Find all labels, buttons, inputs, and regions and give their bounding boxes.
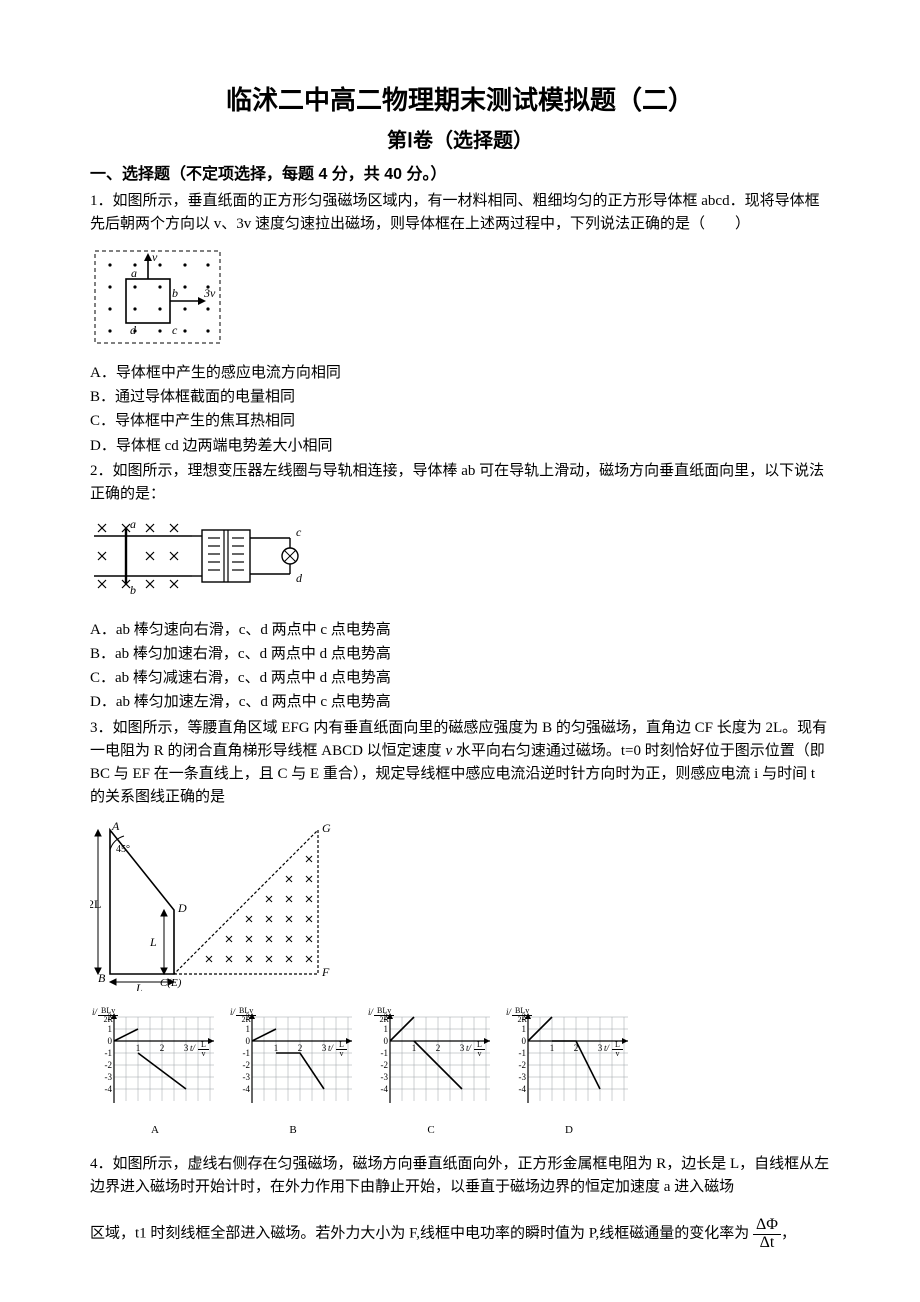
q1-opt-c: C．导体框中产生的焦耳热相同 <box>90 410 830 433</box>
svg-text:B: B <box>98 971 106 985</box>
svg-text:-3: -3 <box>519 1072 527 1082</box>
svg-text:-2: -2 <box>243 1060 251 1070</box>
svg-text:-4: -4 <box>381 1084 389 1094</box>
svg-text:3: 3 <box>598 1043 603 1053</box>
svg-text:1: 1 <box>274 1043 279 1053</box>
q1-figure: a b c d v 3v <box>90 243 830 356</box>
svg-text:45°: 45° <box>116 844 130 855</box>
q3-chart-b-label: B <box>289 1122 296 1139</box>
q2-opt-d: D．ab 棒匀加速左滑，c、d 两点中 c 点电势高 <box>90 691 830 714</box>
svg-text:0: 0 <box>384 1036 389 1046</box>
svg-text:3v: 3v <box>203 286 216 300</box>
svg-text:2: 2 <box>436 1043 441 1053</box>
svg-text:-3: -3 <box>381 1072 389 1082</box>
q3-chart-c-label: C <box>427 1122 434 1139</box>
svg-text:0: 0 <box>108 1036 113 1046</box>
q1-opt-b: B．通过导体框截面的电量相同 <box>90 386 830 409</box>
q1-options: A．导体框中产生的感应电流方向相同 B．通过导体框截面的电量相同 C．导体框中产… <box>90 362 830 458</box>
svg-text:-1: -1 <box>519 1048 527 1058</box>
svg-text:2: 2 <box>298 1043 303 1053</box>
q4-para2: 区域，t1 时刻线框全部进入磁场。若外力大小为 F,线框中电功率的瞬时值为 P,… <box>90 1217 830 1252</box>
svg-text:2L: 2L <box>90 897 101 911</box>
q2-opt-b: B．ab 棒匀加速右滑，c、d 两点中 d 点电势高 <box>90 643 830 666</box>
svg-text:a: a <box>130 517 136 531</box>
svg-text:0: 0 <box>522 1036 527 1046</box>
svg-text:d: d <box>130 323 137 337</box>
svg-text:3: 3 <box>184 1043 189 1053</box>
svg-text:2: 2 <box>574 1043 579 1053</box>
q4-para2-pre: 区域，t1 时刻线框全部进入磁场。若外力大小为 F,线框中电功率的瞬时值为 P,… <box>90 1226 749 1242</box>
svg-text:-2: -2 <box>105 1060 113 1070</box>
svg-text:3: 3 <box>322 1043 327 1053</box>
svg-text:v: v <box>152 250 158 264</box>
svg-text:2: 2 <box>160 1043 165 1053</box>
q4-frac-den: Δt <box>753 1235 781 1252</box>
svg-text:-4: -4 <box>105 1084 113 1094</box>
svg-text:-1: -1 <box>243 1048 251 1058</box>
q2-opt-a: A．ab 棒匀速向右滑，c、d 两点中 c 点电势高 <box>90 619 830 642</box>
svg-text:L: L <box>149 935 157 949</box>
q3-chart-d: 2 1 0 -1 -2 -3 -4 1 2 3 i/ BLv2R t/ Lv D <box>504 1007 634 1139</box>
svg-text:t/: t/ <box>604 1043 611 1053</box>
q1-opt-d: D．导体框 cd 边两端电势差大小相同 <box>90 435 830 458</box>
q4-fraction: ΔΦ Δt <box>753 1217 781 1252</box>
q4-para1: 4．如图所示，虚线右侧存在匀强磁场，磁场方向垂直纸面向外，正方形金属框电阻为 R… <box>90 1153 830 1200</box>
svg-text:c: c <box>172 323 178 337</box>
svg-text:-2: -2 <box>519 1060 527 1070</box>
q2-opt-c: C．ab 棒匀减速右滑，c、d 两点中 d 点电势高 <box>90 667 830 690</box>
q3-charts-row: 2 1 0 -1 -2 -3 -4 1 2 3 i/ BLv2R t/ Lv A <box>90 1007 830 1139</box>
svg-text:b: b <box>130 583 136 597</box>
svg-text:1: 1 <box>136 1043 141 1053</box>
q3-chart-d-label: D <box>565 1122 573 1139</box>
svg-text:-3: -3 <box>105 1072 113 1082</box>
svg-text:a: a <box>131 266 137 280</box>
q1-opt-a: A．导体框中产生的感应电流方向相同 <box>90 362 830 385</box>
q2-figure: a b c d <box>90 512 830 612</box>
svg-text:t/: t/ <box>328 1043 335 1053</box>
page-title: 临沭二中高二物理期末测试模拟题（二） <box>90 80 830 120</box>
svg-text:c: c <box>296 525 302 539</box>
svg-text:3: 3 <box>460 1043 465 1053</box>
svg-text:G: G <box>322 821 331 835</box>
svg-text:-1: -1 <box>105 1048 113 1058</box>
q3-chart-b: 2 1 0 -1 -2 -3 -4 1 2 3 i/ BLv2R t/ Lv B <box>228 1007 358 1139</box>
q4-frac-num: ΔΦ <box>753 1217 781 1235</box>
q3-chart-a: 2 1 0 -1 -2 -3 -4 1 2 3 i/ BLv2R t/ Lv A <box>90 1007 220 1139</box>
q3-chart-a-label: A <box>151 1122 159 1139</box>
paper-subtitle: 第Ⅰ卷（选择题） <box>90 126 830 157</box>
svg-text:-2: -2 <box>381 1060 389 1070</box>
q3-stem: 3．如图所示，等腰直角区域 EFG 内有垂直纸面向里的磁感应强度为 B 的匀强磁… <box>90 717 830 810</box>
q1-stem: 1．如图所示，垂直纸面的正方形匀强磁场区域内，有一材料相同、粗细均匀的正方形导体… <box>90 190 830 237</box>
section-1-heading: 一、选择题（不定项选择，每题 4 分，共 40 分。） <box>90 163 830 188</box>
svg-text:d: d <box>296 571 303 585</box>
svg-text:t/: t/ <box>466 1043 473 1053</box>
svg-text:-4: -4 <box>243 1084 251 1094</box>
svg-text:F: F <box>321 965 330 979</box>
q3-figure: A B C(E) D 45° 2L L L F G <box>90 816 830 999</box>
svg-text:t/: t/ <box>190 1043 197 1053</box>
svg-text:D: D <box>177 901 187 915</box>
svg-text:-4: -4 <box>519 1084 527 1094</box>
svg-text:-1: -1 <box>381 1048 389 1058</box>
svg-text:0: 0 <box>246 1036 251 1046</box>
q3-chart-c: 2 1 0 -1 -2 -3 -4 1 2 3 i/ BLv2R t/ Lv C <box>366 1007 496 1139</box>
svg-text:-3: -3 <box>243 1072 251 1082</box>
svg-text:1: 1 <box>550 1043 555 1053</box>
svg-text:A: A <box>111 819 120 833</box>
q4-para2-post: ， <box>781 1226 796 1242</box>
q2-stem: 2．如图所示，理想变压器左线圈与导轨相连接，导体棒 ab 可在导轨上滑动，磁场方… <box>90 460 830 507</box>
svg-text:L: L <box>135 981 143 991</box>
svg-text:b: b <box>172 286 178 300</box>
q2-options: A．ab 棒匀速向右滑，c、d 两点中 c 点电势高 B．ab 棒匀加速右滑，c… <box>90 619 830 715</box>
svg-text:1: 1 <box>412 1043 417 1053</box>
